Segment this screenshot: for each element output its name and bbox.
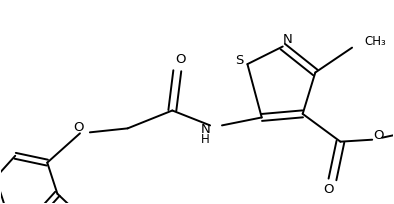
Text: CH₃: CH₃ xyxy=(364,35,386,48)
Text: O: O xyxy=(373,129,383,142)
Text: N: N xyxy=(283,33,293,46)
Text: S: S xyxy=(235,54,243,67)
Text: O: O xyxy=(323,183,334,196)
Text: N: N xyxy=(200,123,210,136)
Text: H: H xyxy=(201,133,210,146)
Text: O: O xyxy=(73,121,84,134)
Text: O: O xyxy=(175,53,186,66)
